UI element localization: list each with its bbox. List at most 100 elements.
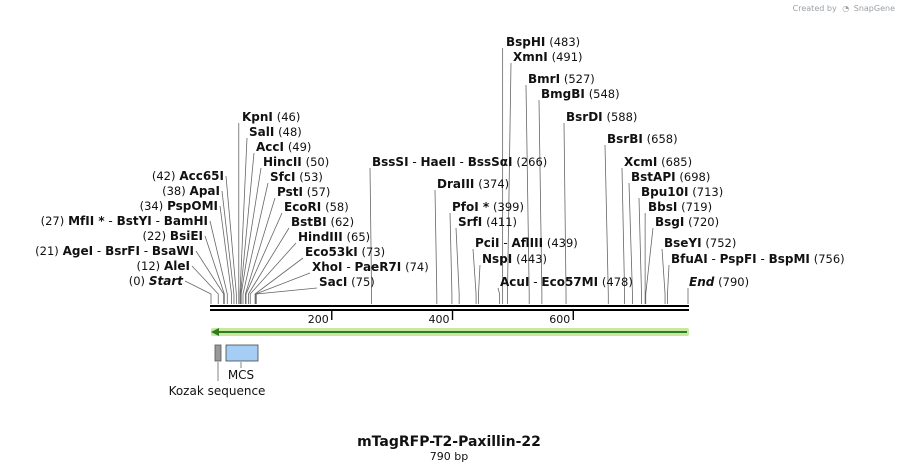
feature-boxes: MCS Kozak sequence [169,344,266,398]
leader-bmgbi [538,99,543,304]
site-separator: - [409,155,421,169]
leader-xmni [507,62,512,304]
leader-apai [221,190,235,304]
site-label-agei-bsrfi-bsawi: (21) AgeI - BsrFI - BsaWI [35,244,194,258]
site-separator: - [708,252,720,266]
site-position: (73) [362,245,386,259]
kozak-label: Kozak sequence [169,384,266,398]
leader-pfoi [449,212,453,304]
leader-bstbi [248,227,290,304]
site-label-kpni: KpnI (46) [242,110,300,124]
site-position: (34) [140,199,164,213]
site-label-apai: (38) ApaI [162,184,220,198]
site-label-nspi: NspI (443) [482,252,547,266]
site-separator: - [152,214,164,228]
mcs-box [225,344,259,362]
leader-bsiei [204,235,225,304]
leader-bpu10i [638,197,642,304]
site-label-alei: (12) AleI [137,259,190,273]
enzyme-hincii: HincII [263,155,302,169]
leader-acc65i [225,175,237,304]
site-position: (58) [325,200,349,214]
site-label-pcii-afliii: PciI - AflIII (439) [475,236,578,250]
svg-text:BssSI - HaeII - BssSαI (266): BssSI - HaeII - BssSαI (266) [372,155,547,169]
site-position: (439) [547,236,578,250]
sequence-backbone [210,305,689,311]
site-position: (49) [288,140,312,154]
site-position: (443) [516,252,547,266]
enzyme-paer7i: PaeR7I [354,260,401,274]
svg-text:BseYI (752): BseYI (752) [664,236,736,250]
site-label-mfii-bstyi-bamhi: (27) MfII * - BstYI - BamHI [41,214,208,228]
enzyme-pcii: PciI [475,236,500,250]
site-label-bsiei: (22) BsiEI [142,229,203,243]
svg-text:BbsI (719): BbsI (719) [648,200,712,214]
leader-xhoi [255,272,311,304]
site-position: (483) [549,35,580,49]
enzyme-acc65i: Acc65I [179,169,224,183]
site-label-saci: SacI (75) [319,275,375,289]
svg-text:SrfI (411): SrfI (411) [458,215,517,229]
svg-text:(42) Acc65I: (42) Acc65I [152,169,224,183]
enzyme-bsawi: BsaWI [152,244,194,258]
site-label-end: End (790) [689,275,749,289]
svg-text:BsrDI (588): BsrDI (588) [566,110,637,124]
enzyme-xcmi: XcmI [624,155,657,169]
site-position: (411) [486,215,517,229]
svg-text:XhoI - PaeR7I (74): XhoI - PaeR7I (74) [312,260,429,274]
tick-label-600: 600 [549,313,570,326]
site-label-acc65i: (42) Acc65I [152,169,224,183]
enzyme-mfii: MfII * [68,214,105,228]
site-position: (27) [41,214,65,228]
site-position: (588) [606,110,637,124]
leader-bsrdi [563,122,567,304]
site-position: (478) [602,275,633,289]
site-label-acci: AccI (49) [256,140,311,154]
site-position: (48) [278,125,302,139]
svg-text:(27) MfII * - BstYI - BamHI: (27) MfII * - BstYI - BamHI [41,214,208,228]
enzyme-ecori: EcoRI [284,200,321,214]
site-position: (65) [347,230,371,244]
leader-psti [245,197,276,304]
site-position: (53) [299,170,323,184]
svg-text:PstI (57): PstI (57) [277,185,330,199]
credit-text: Created by ◔ SnapGene [793,4,895,13]
site-position: (74) [405,260,429,274]
site-position: (685) [661,155,692,169]
credit-brand: SnapGene [854,4,895,13]
site-label-bmri: BmrI (527) [528,72,595,86]
enzyme-eco57mi: Eco57MI [541,275,598,289]
backbone-strand-bottom [210,309,689,311]
leader-acui [497,287,501,304]
site-separator: - [105,214,117,228]
svg-text:Bpu10I (713): Bpu10I (713) [641,185,723,199]
svg-text:BfuAI - PspFI - BspMI (756): BfuAI - PspFI - BspMI (756) [671,252,845,266]
svg-text:AccI (49): AccI (49) [256,140,311,154]
svg-text:PfoI * (399): PfoI * (399) [452,200,524,214]
site-label-xcmi: XcmI (685) [624,155,692,169]
site-position: (752) [705,236,736,250]
svg-text:(0) Start: (0) Start [129,274,185,288]
site-position: (491) [552,50,583,64]
site-position: (719) [681,200,712,214]
site-position: (374) [478,177,509,191]
svg-text:(34) PspOMI: (34) PspOMI [140,199,218,213]
site-label-psti: PstI (57) [277,185,330,199]
enzyme-bsss-i: BssSαI [468,155,513,169]
svg-text:BmrI (527): BmrI (527) [528,72,595,86]
leader-eco53ki [254,257,304,304]
site-separator: - [500,236,512,250]
enzyme-acui: AcuI [500,275,529,289]
leader-hindiii [249,242,297,304]
enzyme-hindiii: HindIII [298,230,343,244]
enzyme-xhoi: XhoI [312,260,343,274]
plasmid-length: 790 bp [430,450,468,463]
site-label-bfuai-pspfi-bspmi: BfuAI - PspFI - BspMI (756) [671,252,845,266]
site-label-pspomi: (34) PspOMI [140,199,218,213]
enzyme-xmni: XmnI [513,50,548,64]
svg-text:Eco53kI (73): Eco53kI (73) [305,245,385,259]
enzyme-agei: AgeI [63,244,93,258]
site-position: (698) [679,170,710,184]
enzyme-bbsi: BbsI [648,200,677,214]
leader-acci [240,152,255,304]
